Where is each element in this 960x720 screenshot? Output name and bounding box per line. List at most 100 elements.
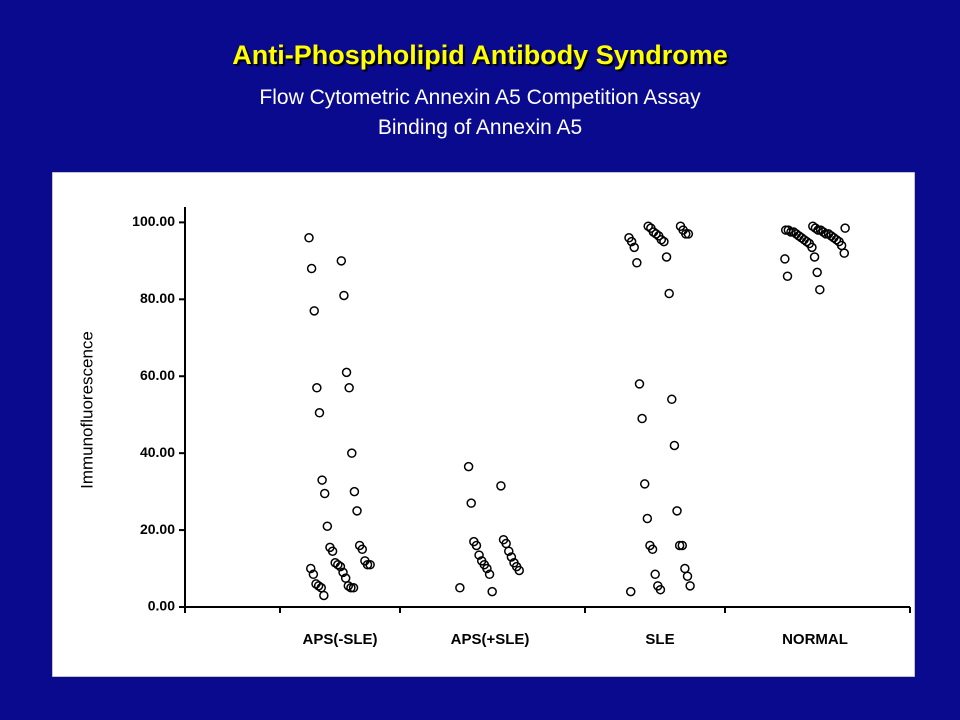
- data-point: [327, 546, 338, 556]
- data-point: [341, 367, 352, 378]
- data-point: [632, 258, 642, 268]
- data-point: [782, 271, 793, 281]
- data-point: [674, 540, 685, 551]
- data-point: [647, 544, 658, 555]
- data-point: [365, 559, 375, 570]
- x-tick-label: NORMAL: [782, 631, 848, 648]
- data-point: [801, 236, 812, 247]
- data-point: [661, 252, 672, 262]
- data-point: [357, 544, 368, 555]
- data-point: [807, 242, 817, 253]
- data-point: [309, 306, 319, 316]
- data-point: [685, 581, 695, 591]
- data-point: [821, 229, 831, 239]
- data-point: [314, 408, 325, 418]
- data-point: [655, 584, 666, 595]
- data-point: [338, 567, 348, 578]
- x-tick-label: APS(+SLE): [451, 631, 530, 648]
- data-point: [308, 569, 319, 580]
- data-point: [463, 461, 474, 472]
- data-point: [339, 290, 349, 301]
- data-point: [487, 586, 497, 597]
- data-point: [313, 581, 324, 591]
- data-point: [812, 267, 822, 278]
- data-point: [305, 563, 316, 574]
- data-point: [786, 227, 796, 237]
- y-tick-label: 80.00: [140, 290, 175, 306]
- x-tick-label: SLE: [645, 631, 674, 648]
- data-point: [335, 561, 346, 572]
- data-point: [809, 252, 820, 262]
- data-point: [471, 540, 482, 551]
- y-tick-label: 100.00: [132, 213, 175, 229]
- y-tick-label: 0.00: [148, 598, 175, 614]
- data-point: [810, 223, 821, 233]
- data-point: [336, 256, 347, 266]
- data-point: [659, 236, 669, 247]
- data-point: [474, 550, 484, 560]
- chart-subtitle: Flow Cytometric Annexin A5 Competition A…: [259, 86, 701, 109]
- data-point: [506, 552, 517, 562]
- data-point: [683, 229, 694, 239]
- data-point: [514, 565, 525, 576]
- y-tick-label: 20.00: [140, 521, 175, 537]
- data-point: [317, 475, 327, 485]
- data-point: [322, 521, 333, 531]
- data-point: [347, 448, 357, 458]
- data-point: [352, 506, 362, 516]
- data-point: [333, 559, 343, 570]
- data-point: [664, 288, 674, 299]
- data-point: [839, 248, 850, 258]
- data-point: [306, 263, 317, 274]
- data-point: [818, 227, 829, 237]
- y-tick-label: 60.00: [140, 367, 175, 383]
- data-point: [682, 571, 693, 581]
- x-tick-label: APS(-SLE): [303, 631, 378, 648]
- data-point: [831, 234, 842, 245]
- data-point: [362, 559, 373, 570]
- data-point: [815, 284, 825, 295]
- data-point: [343, 581, 354, 591]
- data-point: [643, 221, 653, 231]
- data-point: [634, 379, 645, 389]
- data-point: [780, 254, 790, 264]
- data-point: [672, 506, 682, 516]
- data-point: [813, 225, 823, 235]
- data-point: [625, 586, 636, 597]
- data-point: [319, 590, 329, 601]
- data-point: [651, 229, 661, 239]
- data-point: [650, 569, 660, 580]
- plot-background: [52, 172, 915, 677]
- data-point: [304, 233, 314, 243]
- chart: Immunofluorescence 0.00 20.00 40.00 60.00 80…: [52, 172, 915, 677]
- data-point: [667, 394, 677, 405]
- data-point: [348, 583, 359, 593]
- y-axis-label: Immunofluorescence: [77, 331, 96, 489]
- data-point: [626, 236, 637, 247]
- data-point: [681, 229, 691, 239]
- data-point: [496, 481, 506, 491]
- chart-subtitle: Binding of Annexin A5: [377, 116, 583, 139]
- data-point: [482, 563, 492, 574]
- data-point: [783, 225, 794, 235]
- data-point: [669, 440, 680, 451]
- data-point: [346, 583, 356, 593]
- data-point: [629, 242, 639, 253]
- data-point: [455, 583, 465, 593]
- data-point: [319, 488, 330, 499]
- data-point: [484, 569, 495, 580]
- data-point: [656, 234, 667, 245]
- data-point: [349, 486, 360, 497]
- data-point: [312, 383, 322, 393]
- data-point: [840, 223, 850, 233]
- data-point: [677, 540, 688, 551]
- data-point: [637, 413, 647, 424]
- data-point: [344, 383, 354, 393]
- chart-title: Anti-Phospholipid Antibody Syndrome: [232, 40, 728, 70]
- data-point: [504, 546, 514, 556]
- data-point: [466, 498, 476, 508]
- data-point: [642, 513, 653, 524]
- data-point: [639, 479, 650, 489]
- y-tick-label: 40.00: [140, 444, 175, 460]
